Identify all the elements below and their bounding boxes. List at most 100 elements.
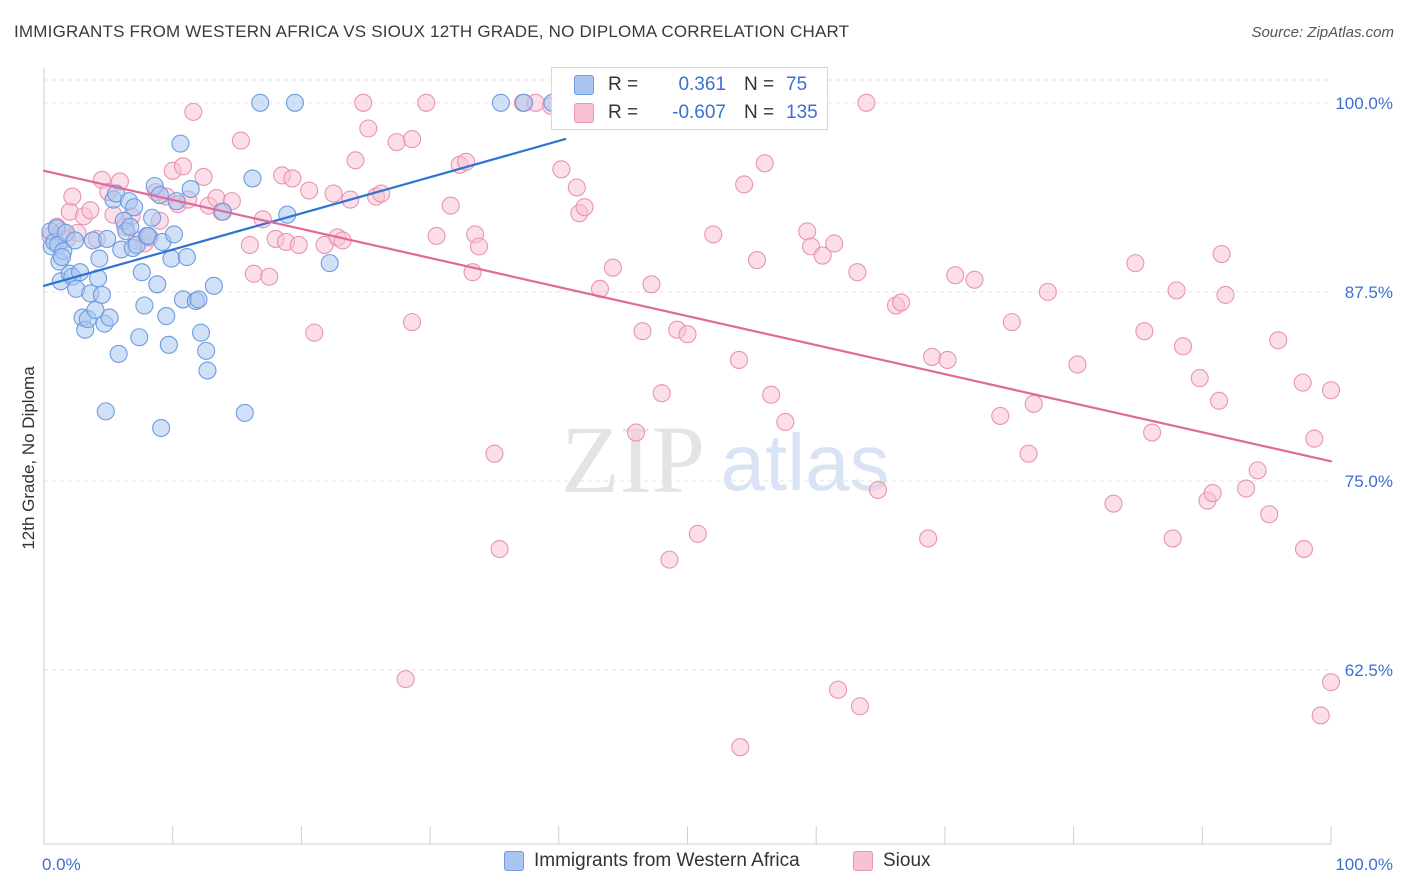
point-sioux xyxy=(735,175,754,194)
point-sioux xyxy=(892,293,911,312)
point-sioux xyxy=(688,524,707,543)
point-sioux xyxy=(1248,461,1267,480)
point-sioux xyxy=(1173,337,1193,356)
point-sioux xyxy=(1321,381,1341,400)
point-sioux xyxy=(1209,391,1229,410)
point-western-africa xyxy=(143,208,162,227)
point-sioux xyxy=(403,313,422,332)
point-sioux xyxy=(1216,285,1235,304)
stats-row-sioux: R = -0.607 N = 135 xyxy=(574,102,818,124)
point-sioux xyxy=(868,480,888,500)
point-sioux xyxy=(289,235,308,255)
r-label: R = xyxy=(608,74,639,95)
point-sioux xyxy=(1002,313,1021,332)
point-sioux xyxy=(552,160,571,179)
point-western-africa xyxy=(189,290,208,309)
chart-title: IMMIGRANTS FROM WESTERN AFRICA VS SIOUX … xyxy=(14,22,850,41)
point-western-africa xyxy=(132,263,151,282)
watermark-atlas: atlas xyxy=(721,418,890,507)
trend-lines xyxy=(42,137,1333,463)
point-western-africa xyxy=(152,418,171,438)
point-western-africa xyxy=(320,254,339,273)
point-sioux xyxy=(991,406,1010,425)
point-sioux xyxy=(300,181,319,200)
point-sioux xyxy=(825,234,844,253)
point-sioux xyxy=(396,670,415,689)
point-sioux xyxy=(427,226,446,245)
legend-label-western-africa: Immigrants from Western Africa xyxy=(534,850,800,871)
stats-swatch-western-africa xyxy=(574,75,594,95)
point-sioux xyxy=(850,697,870,716)
legend-item-sioux[interactable]: Sioux xyxy=(853,850,931,872)
point-sioux xyxy=(626,423,646,442)
point-sioux xyxy=(1269,331,1288,350)
point-sioux xyxy=(417,93,436,112)
point-sioux xyxy=(1038,282,1057,301)
point-sioux xyxy=(660,550,679,569)
point-sioux xyxy=(184,102,203,121)
point-sioux xyxy=(387,133,406,152)
point-western-africa xyxy=(171,134,190,153)
r-label: R = xyxy=(608,102,639,123)
point-sioux xyxy=(1167,281,1186,300)
point-western-africa xyxy=(90,249,109,268)
point-sioux xyxy=(1163,529,1182,548)
point-sioux xyxy=(194,167,213,186)
point-western-africa xyxy=(177,248,196,267)
point-western-africa xyxy=(135,296,154,315)
point-sioux xyxy=(1203,484,1222,503)
point-western-africa xyxy=(157,307,176,326)
point-sioux xyxy=(567,178,586,197)
point-sioux xyxy=(324,184,343,203)
point-sioux xyxy=(848,263,867,282)
point-sioux xyxy=(1311,706,1330,725)
point-sioux xyxy=(965,270,984,289)
watermark-zip: ZIP xyxy=(561,406,705,513)
point-western-africa xyxy=(491,93,510,112)
x-axis-ticks xyxy=(172,826,1332,844)
point-western-africa xyxy=(100,308,119,327)
point-sioux xyxy=(441,196,460,215)
x-tick-labels: 0.0% 100.0% xyxy=(42,855,1393,874)
trend-line-western-africa xyxy=(42,137,567,287)
legend-item-western-africa[interactable]: Immigrants from Western Africa xyxy=(504,850,800,872)
point-sioux xyxy=(642,275,661,294)
point-sioux xyxy=(946,266,965,285)
point-western-africa xyxy=(251,93,270,112)
point-sioux xyxy=(1143,423,1162,442)
point-sioux xyxy=(485,444,504,463)
point-sioux xyxy=(1321,673,1341,692)
point-sioux xyxy=(1237,479,1256,498)
point-western-africa xyxy=(285,93,305,112)
point-sioux xyxy=(857,93,876,112)
point-western-africa xyxy=(98,229,117,248)
point-sioux xyxy=(1135,322,1154,341)
point-sioux xyxy=(1212,245,1231,264)
point-sioux xyxy=(240,235,259,255)
n-label: N = xyxy=(744,102,775,123)
point-sioux xyxy=(633,322,652,341)
point-sioux xyxy=(1305,429,1324,448)
y-axis-label: 12th Grade, No Diploma xyxy=(19,366,38,550)
point-western-africa xyxy=(159,335,178,354)
point-sioux xyxy=(813,246,832,265)
point-western-africa xyxy=(198,361,217,380)
point-sioux xyxy=(731,738,750,757)
point-sioux xyxy=(346,151,365,170)
point-western-africa xyxy=(109,344,128,363)
r-value: -0.607 xyxy=(672,102,726,123)
point-western-africa xyxy=(86,300,105,320)
legend-swatch-sioux xyxy=(853,851,873,871)
n-value: 135 xyxy=(786,102,818,123)
point-western-africa xyxy=(235,403,254,422)
stats-row-western-africa: R = 0.361 N = 75 xyxy=(574,74,807,96)
point-western-africa xyxy=(204,276,223,295)
point-sioux xyxy=(603,258,622,277)
y-tick-label: 62.5% xyxy=(1345,661,1393,680)
point-sioux xyxy=(829,680,848,699)
point-sioux xyxy=(305,323,324,342)
point-sioux xyxy=(1104,494,1123,513)
x-tick-label: 100.0% xyxy=(1335,855,1393,874)
stats-swatch-sioux xyxy=(574,103,594,123)
